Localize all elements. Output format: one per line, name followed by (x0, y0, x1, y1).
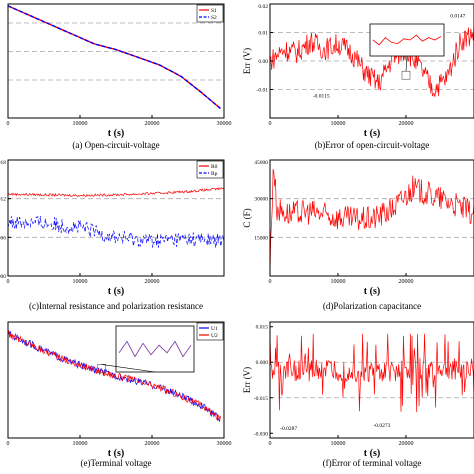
series-line-e-1 (7, 330, 221, 422)
x-tick-label: 0 (7, 279, 10, 285)
zoom-connector (405, 55, 408, 72)
annotation-label: -0.0273 (373, 423, 390, 429)
y-tick-label: 0.000 (256, 360, 269, 366)
x-tick-label: 0 (269, 441, 272, 447)
x-tick-label: 10000 (331, 121, 346, 127)
plot-frame (7, 3, 225, 119)
series-line-c-1 (7, 215, 225, 248)
panel-caption: (e)Terminal voltage (80, 458, 151, 468)
y-tick-label: 012 (0, 197, 6, 203)
zoom-region (401, 70, 411, 80)
inset-box (369, 23, 445, 57)
x-axis-label: t (s) (364, 128, 380, 139)
x-tick-label: 10000 (73, 121, 88, 127)
inset-trace (372, 34, 442, 46)
plot-frame (269, 3, 474, 119)
y-axis-label: Err (V) (242, 48, 252, 74)
x-tick-label: 0 (7, 121, 10, 127)
legend-label: U2 (211, 333, 218, 339)
y-tick-label: -0.01 (257, 88, 269, 94)
x-tick-label: 30000 (217, 121, 232, 127)
x-tick-label: 10000 (73, 441, 88, 447)
panel-caption: (b)Error of open-circuit-voltage (315, 140, 429, 150)
plot-frame (7, 159, 225, 277)
plot-frame (7, 321, 225, 439)
x-tick-label: 20000 (399, 441, 414, 447)
zoom-connector (101, 364, 156, 373)
panel-caption: (c)Internal resistance and polarization … (29, 301, 203, 311)
panel-caption: (d)Polarization capacitance (323, 301, 421, 311)
y-tick-label: 45000 (254, 160, 268, 166)
y-tick-label: 0.02 (258, 4, 268, 10)
series-line-d-0 (269, 169, 474, 276)
inset-trace (118, 340, 192, 358)
legend-box (196, 322, 224, 341)
annotation-label: 0.0147 (450, 13, 465, 19)
series-line-c-0 (7, 186, 225, 197)
y-axis-label: C (F) (242, 208, 252, 227)
x-tick-label: 10000 (331, 279, 346, 285)
legend-label: R0 (211, 164, 218, 170)
plot-frame (269, 159, 474, 277)
x-tick-label: 0 (269, 121, 272, 127)
x-axis-label: t (s) (108, 128, 124, 139)
plot-frame (269, 321, 474, 439)
series-line-f-0 (269, 333, 474, 413)
panel-caption: (a) Open-circuit-voltage (72, 140, 159, 150)
x-tick-label: 20000 (145, 441, 160, 447)
x-tick-label: 20000 (145, 279, 160, 285)
series-line-a-0 (7, 5, 221, 110)
series-line-a-1 (7, 5, 221, 110)
legend-box (196, 4, 224, 23)
x-tick-label: 10000 (331, 441, 346, 447)
x-tick-label: 20000 (145, 121, 160, 127)
annotation-label: -0.0287 (280, 426, 297, 432)
x-axis-label: t (s) (364, 286, 380, 297)
y-tick-label: 0.015 (256, 325, 269, 331)
y-tick-label: 0.00 (258, 59, 268, 65)
y-tick-label: 000 (0, 274, 6, 280)
x-axis-label: t (s) (364, 448, 380, 459)
y-tick-label: 0.01 (258, 31, 268, 37)
x-tick-label: 20000 (399, 121, 414, 127)
x-axis-label: t (s) (108, 286, 124, 297)
x-tick-label: 30000 (217, 441, 232, 447)
annotation-label: -0.0115 (313, 93, 330, 99)
y-tick-label: 006 (0, 235, 6, 241)
legend-label: U1 (211, 326, 218, 332)
y-tick-label: -0.015 (254, 396, 268, 402)
inset-box (115, 325, 195, 373)
y-tick-label: 018 (0, 160, 6, 166)
legend-label: S1 (211, 8, 217, 14)
x-tick-label: 20000 (399, 279, 414, 285)
y-tick-label: 15000 (254, 235, 268, 241)
x-tick-label: 0 (269, 279, 272, 285)
x-tick-label: 10000 (73, 279, 88, 285)
y-tick-label: -0.030 (254, 431, 268, 437)
legend-label: Rp (211, 171, 218, 177)
y-tick-label: 30000 (254, 197, 268, 203)
series-line-b-0 (269, 22, 474, 97)
x-tick-label: 0 (7, 441, 10, 447)
legend-box (196, 160, 224, 179)
panel-caption: (f)Error of terminal voltage (323, 458, 422, 468)
y-axis-label: Err (V) (242, 367, 252, 393)
legend-label: S2 (211, 15, 217, 21)
x-axis-label: t (s) (108, 448, 124, 459)
